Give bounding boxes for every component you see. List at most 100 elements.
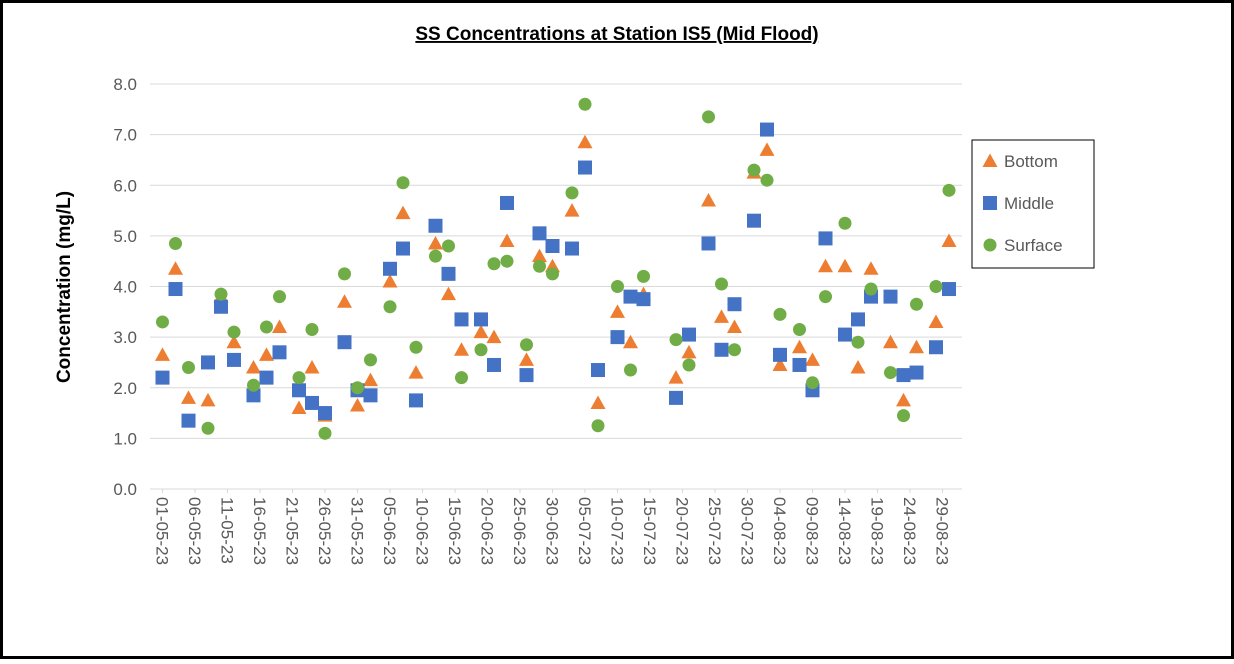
data-point (760, 122, 774, 137)
data-point (318, 426, 332, 440)
data-point (428, 218, 443, 233)
data-point (318, 406, 332, 421)
data-point (851, 335, 865, 349)
data-point (337, 335, 352, 350)
data-point (545, 239, 560, 253)
data-point (863, 261, 879, 275)
data-point (247, 378, 260, 392)
data-point (864, 282, 878, 296)
x-tick-label: 06-05-23 (185, 497, 204, 565)
x-tick-label: 10-07-23 (608, 497, 627, 565)
data-point (884, 366, 897, 380)
x-tick-label: 16-05-23 (250, 497, 269, 565)
data-point (364, 353, 377, 367)
data-point (792, 357, 807, 372)
data-point (214, 287, 228, 301)
legend-label: Surface (1004, 236, 1063, 255)
data-point (682, 327, 696, 342)
data-point (337, 294, 352, 308)
data-point (624, 363, 637, 377)
data-point (910, 297, 923, 311)
data-point (773, 347, 787, 362)
data-point (273, 290, 286, 304)
data-point (714, 309, 729, 323)
data-point (520, 338, 533, 352)
data-point (727, 319, 742, 333)
data-point (429, 249, 442, 263)
data-point (305, 395, 319, 410)
data-point (702, 110, 715, 124)
data-point (259, 370, 274, 385)
legend-marker (982, 153, 998, 167)
data-point (942, 282, 956, 297)
data-point (942, 183, 956, 197)
data-point (590, 395, 606, 409)
data-point (227, 352, 241, 367)
data-point (929, 340, 943, 355)
data-point (428, 235, 443, 250)
data-point (578, 160, 592, 175)
data-point (577, 134, 593, 149)
x-tick-label: 30-07-23 (738, 497, 757, 565)
x-tick-label: 25-07-23 (705, 497, 724, 565)
data-point (442, 239, 455, 253)
x-tick-label: 19-08-23 (868, 497, 887, 565)
data-point (304, 360, 320, 374)
data-point (474, 343, 488, 357)
data-point (395, 205, 411, 220)
data-point (292, 383, 306, 398)
data-point (156, 315, 169, 329)
data-point (701, 236, 716, 251)
data-point (701, 192, 716, 207)
data-point (383, 261, 397, 276)
data-point (259, 347, 274, 361)
data-point (728, 343, 741, 357)
x-tick-label: 15-06-23 (445, 497, 464, 565)
data-point (727, 297, 742, 312)
data-point (591, 363, 605, 378)
data-point (805, 352, 820, 366)
x-tick-label: 01-05-23 (153, 497, 172, 565)
data-point (454, 312, 469, 327)
data-point (747, 163, 761, 177)
data-point (883, 334, 898, 349)
data-point (351, 381, 364, 395)
data-point (715, 277, 728, 291)
data-point (532, 248, 547, 263)
data-point (897, 409, 910, 423)
x-tick-label: 20-07-23 (673, 497, 692, 565)
y-tick-label: 6.0 (113, 176, 137, 195)
data-point (168, 261, 183, 275)
y-axis-label: Concentration (mg/L) (54, 191, 75, 383)
data-point (928, 314, 944, 328)
data-point (837, 258, 853, 273)
data-point (681, 344, 697, 359)
x-tick-label: 24-08-23 (900, 497, 919, 565)
data-point (350, 397, 365, 412)
data-point (772, 357, 788, 371)
x-tick-label: 26-05-23 (315, 497, 334, 565)
data-point (747, 213, 761, 228)
data-point (929, 280, 943, 293)
data-point (818, 258, 833, 273)
x-tick-label: 29-08-23 (933, 497, 952, 565)
data-point (806, 376, 819, 390)
data-point (850, 360, 866, 374)
data-point (168, 282, 183, 297)
x-tick-label: 31-05-23 (348, 497, 367, 565)
data-point (455, 371, 468, 385)
data-point (408, 365, 424, 379)
x-tick-label: 04-08-23 (770, 497, 789, 565)
data-point (396, 176, 410, 190)
data-point (260, 320, 273, 334)
data-point (909, 365, 924, 380)
x-tick-label: 20-06-23 (478, 497, 497, 565)
data-point (773, 307, 787, 321)
data-point (155, 370, 170, 385)
data-point (246, 388, 261, 403)
data-point (486, 329, 502, 344)
data-point (565, 241, 579, 256)
y-tick-label: 0.0 (113, 480, 137, 499)
